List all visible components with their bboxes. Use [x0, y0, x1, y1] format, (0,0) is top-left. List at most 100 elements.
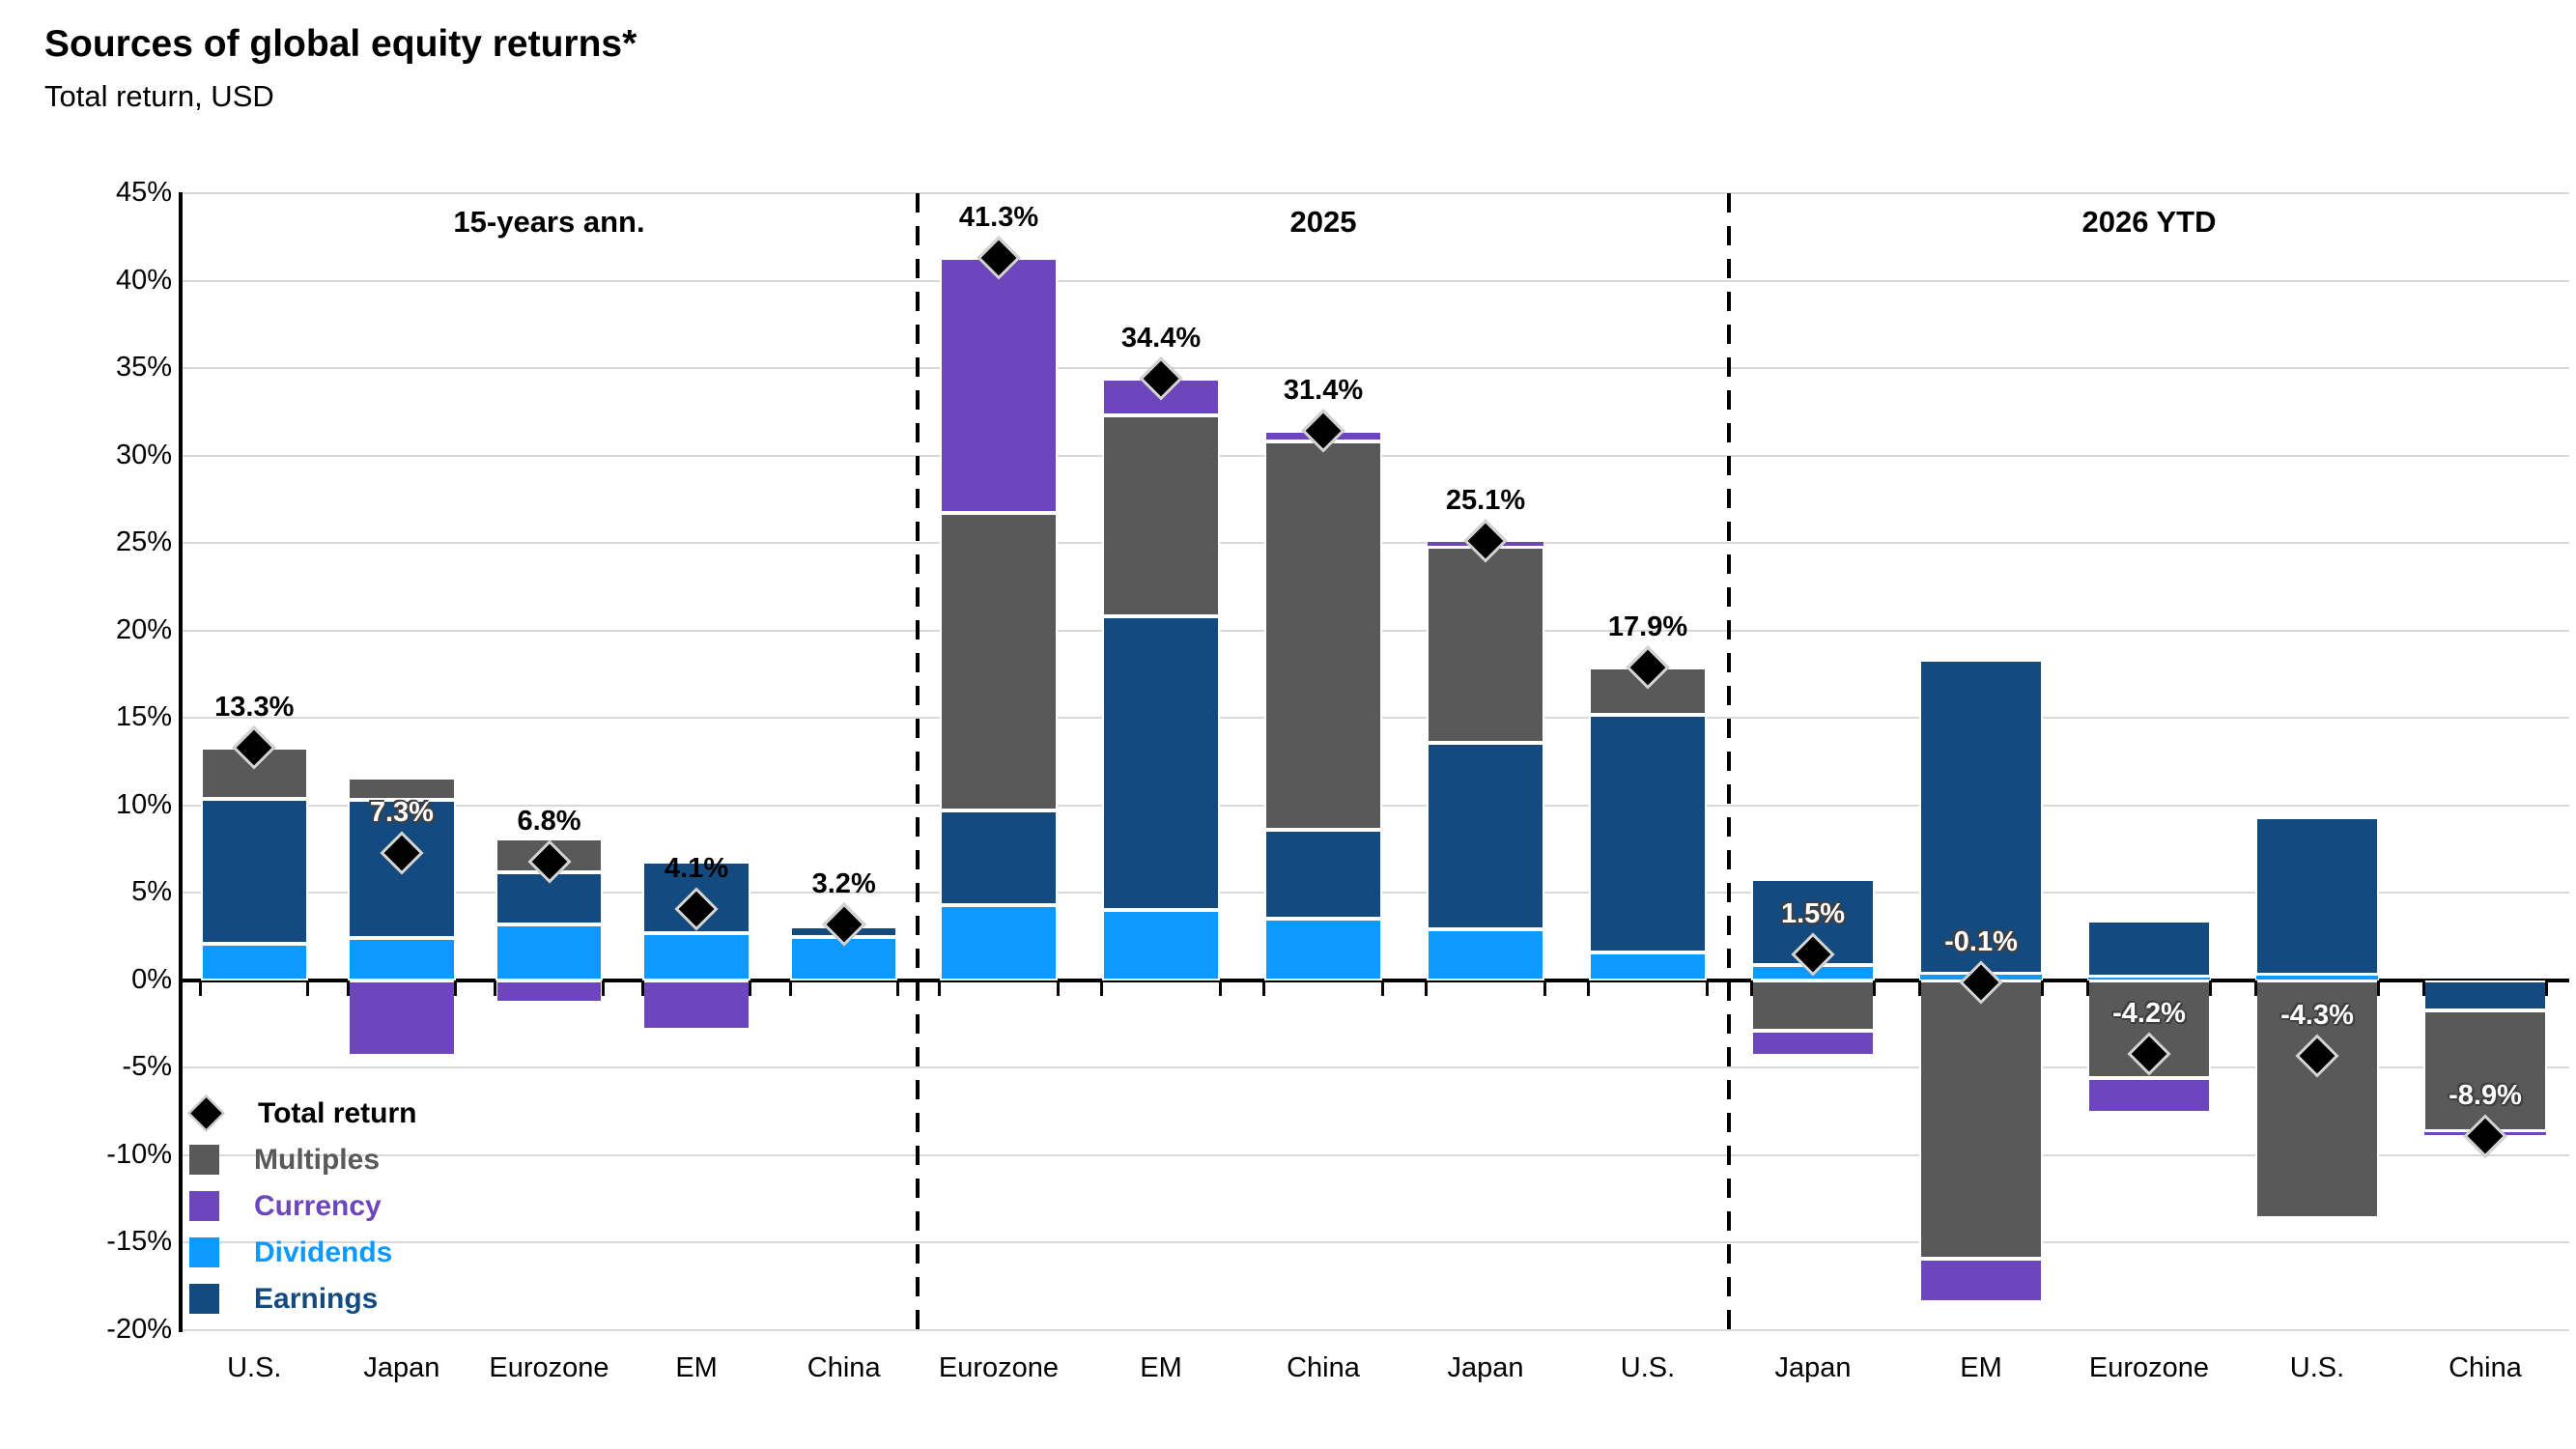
- bar-segment-earnings: [2087, 921, 2211, 978]
- bar-segment-multiples: [939, 513, 1059, 811]
- bar-segment-multiples: [2423, 1009, 2547, 1131]
- bar-segment-dividends: [2255, 975, 2379, 980]
- bar-segment-multiples: [1919, 980, 2043, 1259]
- x-axis-category-label: China: [807, 1352, 881, 1383]
- bar-segment-multiples: [348, 777, 456, 801]
- bar-segment-earnings: [939, 810, 1059, 905]
- bar-segment-multiples: [1101, 414, 1221, 617]
- gridline: [181, 192, 2569, 194]
- total-return-label: 1.5%: [1780, 897, 1846, 929]
- x-axis-category-label: U.S.: [2289, 1352, 2345, 1383]
- zero-axis-tick: [601, 980, 605, 996]
- x-axis-category-label: EM: [1960, 1352, 2002, 1383]
- zero-axis-tick: [1587, 980, 1591, 996]
- zero-axis-tick: [494, 980, 497, 996]
- zero-axis-tick: [2253, 980, 2257, 996]
- legend-item-earnings: Earnings: [189, 1283, 416, 1315]
- zero-axis-tick: [2545, 980, 2548, 996]
- bar-segment-multiples: [642, 859, 750, 862]
- total-return-label: 17.9%: [1607, 611, 1688, 642]
- bar-segment-multiples: [1263, 441, 1383, 831]
- y-axis-tick-label: -15%: [106, 1226, 172, 1258]
- zero-axis-tick: [454, 980, 458, 996]
- zero-axis-tick: [1543, 980, 1546, 996]
- legend-label: Currency: [254, 1190, 382, 1222]
- bar-segment-currency: [2087, 1078, 2211, 1114]
- chart-legend: Total return Multiples Currency Dividends Ea…: [187, 1094, 417, 1315]
- zero-axis-tick: [1100, 980, 1104, 996]
- zero-axis-tick: [640, 980, 644, 996]
- bar-segment-dividends: [1588, 952, 1708, 980]
- zero-axis-tick: [788, 980, 792, 996]
- x-axis-category-label: Eurozone: [489, 1352, 609, 1383]
- zero-axis-tick: [1917, 980, 1921, 996]
- bar-segment-earnings: [1263, 830, 1383, 920]
- bar-segment-dividends: [1263, 919, 1383, 980]
- total-return-label: 6.8%: [517, 805, 581, 837]
- gridline: [181, 1241, 2569, 1244]
- y-axis-tick-label: 25%: [115, 526, 172, 558]
- bar-segment-dividends: [1426, 929, 1545, 980]
- bar-segment-dividends: [939, 904, 1059, 980]
- panel-title: 15-years ann.: [453, 205, 645, 239]
- bar-segment-currency: [642, 980, 750, 1030]
- x-axis-category-label: Japan: [1774, 1352, 1852, 1383]
- legend-label: Earnings: [254, 1283, 379, 1315]
- zero-axis-tick: [1056, 980, 1060, 996]
- bar-segment-currency: [1751, 1031, 1875, 1056]
- y-axis-tick-label: 10%: [115, 788, 172, 820]
- legend-item-multiples: Multiples: [189, 1144, 416, 1176]
- zero-axis-tick: [1425, 980, 1429, 996]
- bar-segment-currency: [495, 980, 604, 1004]
- gridline: [181, 1066, 2569, 1069]
- total-return-diamond-icon: [187, 1094, 225, 1132]
- x-axis-category-label: Eurozone: [938, 1352, 1060, 1383]
- legend-item-dividends: Dividends: [189, 1236, 416, 1268]
- bar-segment-currency: [348, 980, 456, 1056]
- panel-divider: [1727, 193, 1731, 1330]
- bar-segment-dividends: [348, 938, 456, 980]
- y-axis-tick-label: -20%: [106, 1314, 172, 1345]
- total-return-label: -0.1%: [1944, 925, 2018, 957]
- bar-segment-dividends: [2087, 977, 2211, 980]
- total-return-label: 34.4%: [1120, 322, 1202, 354]
- bar-segment-currency: [939, 257, 1059, 514]
- zero-axis-tick: [749, 980, 752, 996]
- total-return-label: 7.3%: [369, 796, 434, 828]
- dividends-color-swatch-icon: [189, 1237, 219, 1267]
- y-axis-tick-label: -10%: [106, 1138, 172, 1170]
- legend-label: Total return: [258, 1097, 417, 1129]
- legend-label: Dividends: [254, 1236, 393, 1268]
- y-axis-tick-label: 45%: [115, 177, 172, 208]
- zero-axis-tick: [895, 980, 899, 996]
- zero-axis-tick: [1749, 980, 1753, 996]
- bar-segment-earnings: [200, 798, 308, 944]
- legend-item-total-return: Total return: [187, 1094, 417, 1132]
- bar-segment-earnings: [1426, 742, 1545, 930]
- bar-segment-earnings: [1919, 660, 2043, 974]
- zero-axis-tick: [346, 980, 350, 996]
- y-axis-tick-label: 30%: [115, 439, 172, 470]
- total-return-label: 3.2%: [811, 867, 876, 899]
- x-axis-category-label: U.S.: [227, 1352, 282, 1383]
- zero-axis-tick: [2377, 980, 2380, 996]
- total-return-label: 13.3%: [214, 692, 295, 723]
- x-axis-zero-line: [181, 978, 2569, 982]
- page-title: Sources of global equity returns*: [44, 23, 637, 65]
- bar-segment-earnings: [2423, 980, 2547, 1010]
- zero-axis-tick: [1705, 980, 1709, 996]
- bar-segment-dividends: [200, 943, 308, 980]
- zero-axis-tick: [199, 980, 203, 996]
- y-axis-tick-label: -5%: [122, 1051, 172, 1083]
- zero-axis-tick: [938, 980, 942, 996]
- zero-axis-tick: [1873, 980, 1876, 996]
- currency-color-swatch-icon: [189, 1191, 219, 1221]
- zero-axis-tick: [1262, 980, 1266, 996]
- x-axis-category-label: EM: [675, 1352, 718, 1383]
- legend-label: Multiples: [254, 1144, 381, 1176]
- panel-title: 2025: [1289, 205, 1357, 239]
- gridline: [181, 279, 2569, 282]
- bar-segment-earnings: [1101, 616, 1221, 911]
- y-axis-tick-label: 0%: [131, 963, 172, 995]
